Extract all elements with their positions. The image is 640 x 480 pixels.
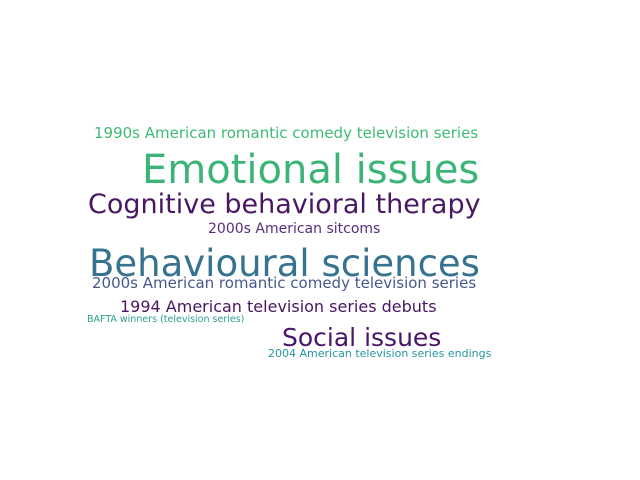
word-behavioural-sciences: Behavioural sciences — [89, 242, 480, 285]
word-2000s-romantic-comedy: 2000s American romantic comedy televisio… — [92, 274, 477, 292]
word-social-issues: Social issues — [282, 323, 442, 352]
word-bafta-winners: BAFTA winners (television series) — [87, 314, 245, 325]
word-2000s-sitcoms: 2000s American sitcoms — [208, 221, 381, 237]
word-2004-series-endings: 2004 American television series endings — [268, 347, 492, 360]
word-emotional-issues: Emotional issues — [142, 147, 480, 193]
word-1994-series-debuts: 1994 American television series debuts — [120, 297, 437, 316]
word-1990s-romantic-comedy: 1990s American romantic comedy televisio… — [94, 124, 479, 142]
word-cognitive-behavioral-therapy: Cognitive behavioral therapy — [88, 189, 481, 220]
